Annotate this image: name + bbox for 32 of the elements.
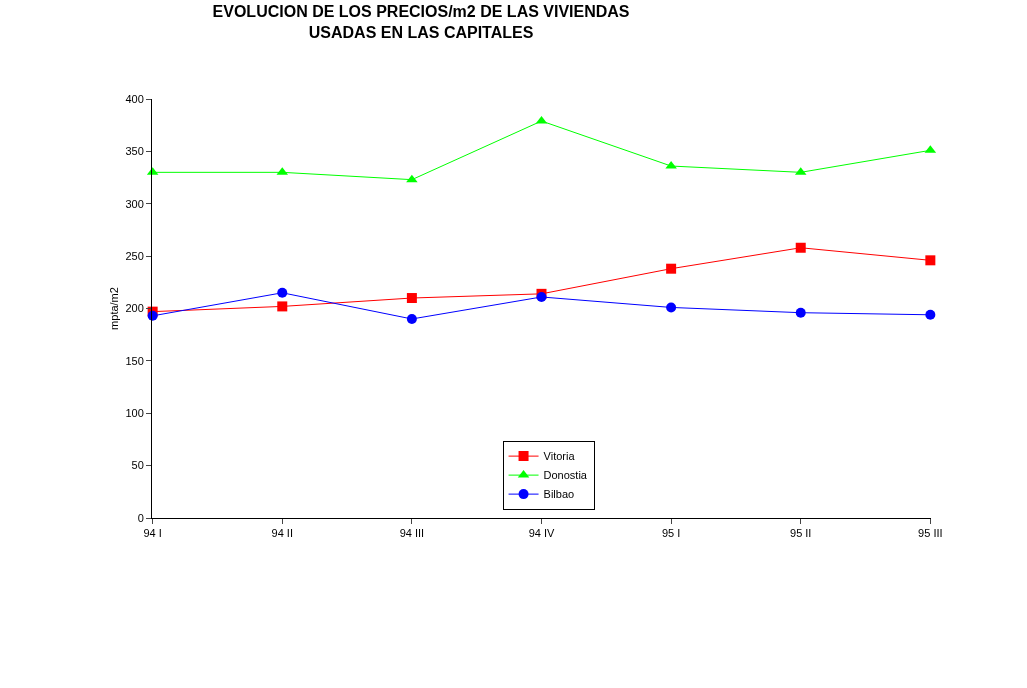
legend-label: Vitoria [543, 450, 576, 463]
x-tick-label: 94 IV [528, 527, 555, 540]
y-tick-label: 200 [125, 302, 144, 315]
legend-label: Donostia [543, 469, 588, 482]
point [795, 307, 806, 318]
x-tick-label: 95 I [661, 527, 681, 540]
x-tick-label: 94 I [143, 527, 162, 540]
y-tick-label: 300 [125, 197, 144, 210]
y-tick-label: 400 [125, 92, 144, 105]
y-tick-label: 100 [125, 407, 144, 420]
x-tick-label: 95 II [790, 527, 812, 540]
y-axis-title: mpta/m2 [108, 287, 121, 330]
y-tick-label: 350 [125, 145, 144, 158]
point [925, 309, 936, 320]
point [666, 302, 677, 313]
point [795, 242, 806, 253]
x-tick-label: 94 II [271, 527, 293, 540]
y-tick-label: 0 [137, 511, 144, 524]
point [666, 263, 677, 274]
chart-title: EVOLUCION DE LOS PRECIOS/m2 DE LAS VIVIENDAS USADAS EN LAS CAPITALES [212, 3, 630, 41]
x-tick-label: 94 III [399, 527, 425, 540]
legend-label: Bilbao [543, 488, 575, 501]
y-tick-label: 250 [125, 249, 144, 262]
x-tick-label: 95 III [918, 527, 943, 540]
point [406, 313, 417, 324]
y-tick-label: 150 [125, 354, 144, 367]
y-tick-label: 50 [131, 459, 144, 472]
point [406, 174, 418, 183]
point [925, 255, 936, 266]
point [406, 293, 417, 304]
point [277, 287, 288, 298]
point [277, 301, 288, 312]
